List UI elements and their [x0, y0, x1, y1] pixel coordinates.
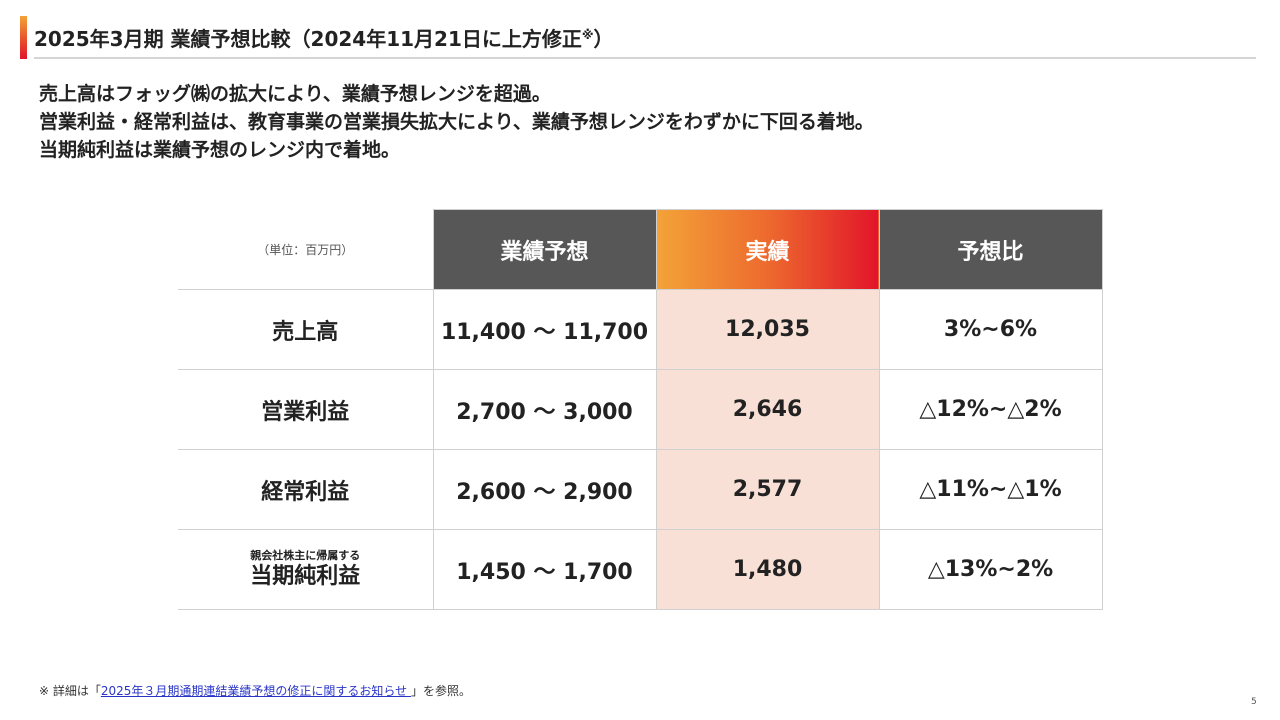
actual-value: 2,646: [655, 369, 880, 450]
title-accent-bar: [20, 16, 27, 59]
header-ratio: 予想比: [878, 209, 1103, 290]
summary-line: 営業利益・経常利益は、教育事業の営業損失拡大により、業績予想レンジをわずかに下回…: [39, 111, 874, 133]
footnote-suffix: 」を参照。: [411, 684, 472, 698]
ratio-value: △13%~2%: [878, 529, 1103, 610]
row-label-ordinary-profit: 経常利益: [178, 449, 434, 530]
actual-value: 1,480: [655, 529, 880, 610]
header-forecast: 業績予想: [432, 209, 657, 290]
table-row-net-sales: 売上高 11,400 〜 11,700 12,035 3%~6%: [178, 289, 1103, 370]
unit-label: （単位：百万円）: [178, 209, 433, 290]
summary-line: 当期純利益は業績予想のレンジ内で着地。: [39, 139, 401, 161]
row-sub-label: 親会社株主に帰属する: [250, 548, 361, 562]
page-title-close: ）: [593, 27, 614, 51]
actual-value: 2,577: [655, 449, 880, 530]
unit-label-text: （単位：百万円）: [257, 242, 354, 257]
title-bar: 2025年3月期 業績予想比較（2024年11月21日に上方修正※）: [20, 16, 1256, 59]
table-header-row: （単位：百万円） 業績予想 実績 予想比: [178, 209, 1103, 290]
forecast-value: 1,450 〜 1,700: [432, 529, 657, 610]
page-number: 5: [1251, 697, 1257, 707]
page-title-text: 2025年3月期 業績予想比較（2024年11月21日に上方修正: [34, 27, 582, 51]
table-row-net-income: 親会社株主に帰属する 当期純利益 1,450 〜 1,700 1,480 △13…: [178, 529, 1103, 610]
summary-text: 売上高はフォッグ㈱の拡大により、業績予想レンジを超過。 営業利益・経常利益は、教…: [39, 80, 874, 164]
actual-value: 12,035: [655, 289, 880, 370]
ratio-value: △12%~△2%: [878, 369, 1103, 450]
ratio-value: △11%~△1%: [878, 449, 1103, 530]
row-label-operating-profit: 営業利益: [178, 369, 434, 450]
row-label-net-sales: 売上高: [178, 289, 434, 370]
footnote-prefix: ※ 詳細は「: [39, 684, 101, 698]
table-row-operating-profit: 営業利益 2,700 〜 3,000 2,646 △12%~△2%: [178, 369, 1103, 450]
revision-notice-link[interactable]: 2025年３月期通期連結業績予想の修正に関するお知らせ: [100, 684, 411, 698]
footnote: ※ 詳細は「2025年３月期通期連結業績予想の修正に関するお知らせ 」を参照。: [39, 682, 471, 699]
title-note-mark: ※: [581, 28, 594, 42]
row-main-label: 当期純利益: [250, 563, 361, 589]
forecast-value: 2,700 〜 3,000: [432, 369, 657, 450]
table-row-ordinary-profit: 経常利益 2,600 〜 2,900 2,577 △11%~△1%: [178, 449, 1103, 530]
page-title: 2025年3月期 業績予想比較（2024年11月21日に上方修正※）: [34, 23, 614, 52]
ratio-value: 3%~6%: [878, 289, 1103, 370]
row-label-net-income: 親会社株主に帰属する 当期純利益: [178, 529, 434, 610]
title-divider: [34, 57, 1256, 59]
header-actual: 実績: [655, 209, 880, 290]
forecast-value: 11,400 〜 11,700: [432, 289, 657, 370]
forecast-comparison-table: （単位：百万円） 業績予想 実績 予想比 売上高 11,400 〜 11,700…: [178, 209, 1103, 610]
forecast-value: 2,600 〜 2,900: [432, 449, 657, 530]
summary-line: 売上高はフォッグ㈱の拡大により、業績予想レンジを超過。: [39, 83, 551, 105]
